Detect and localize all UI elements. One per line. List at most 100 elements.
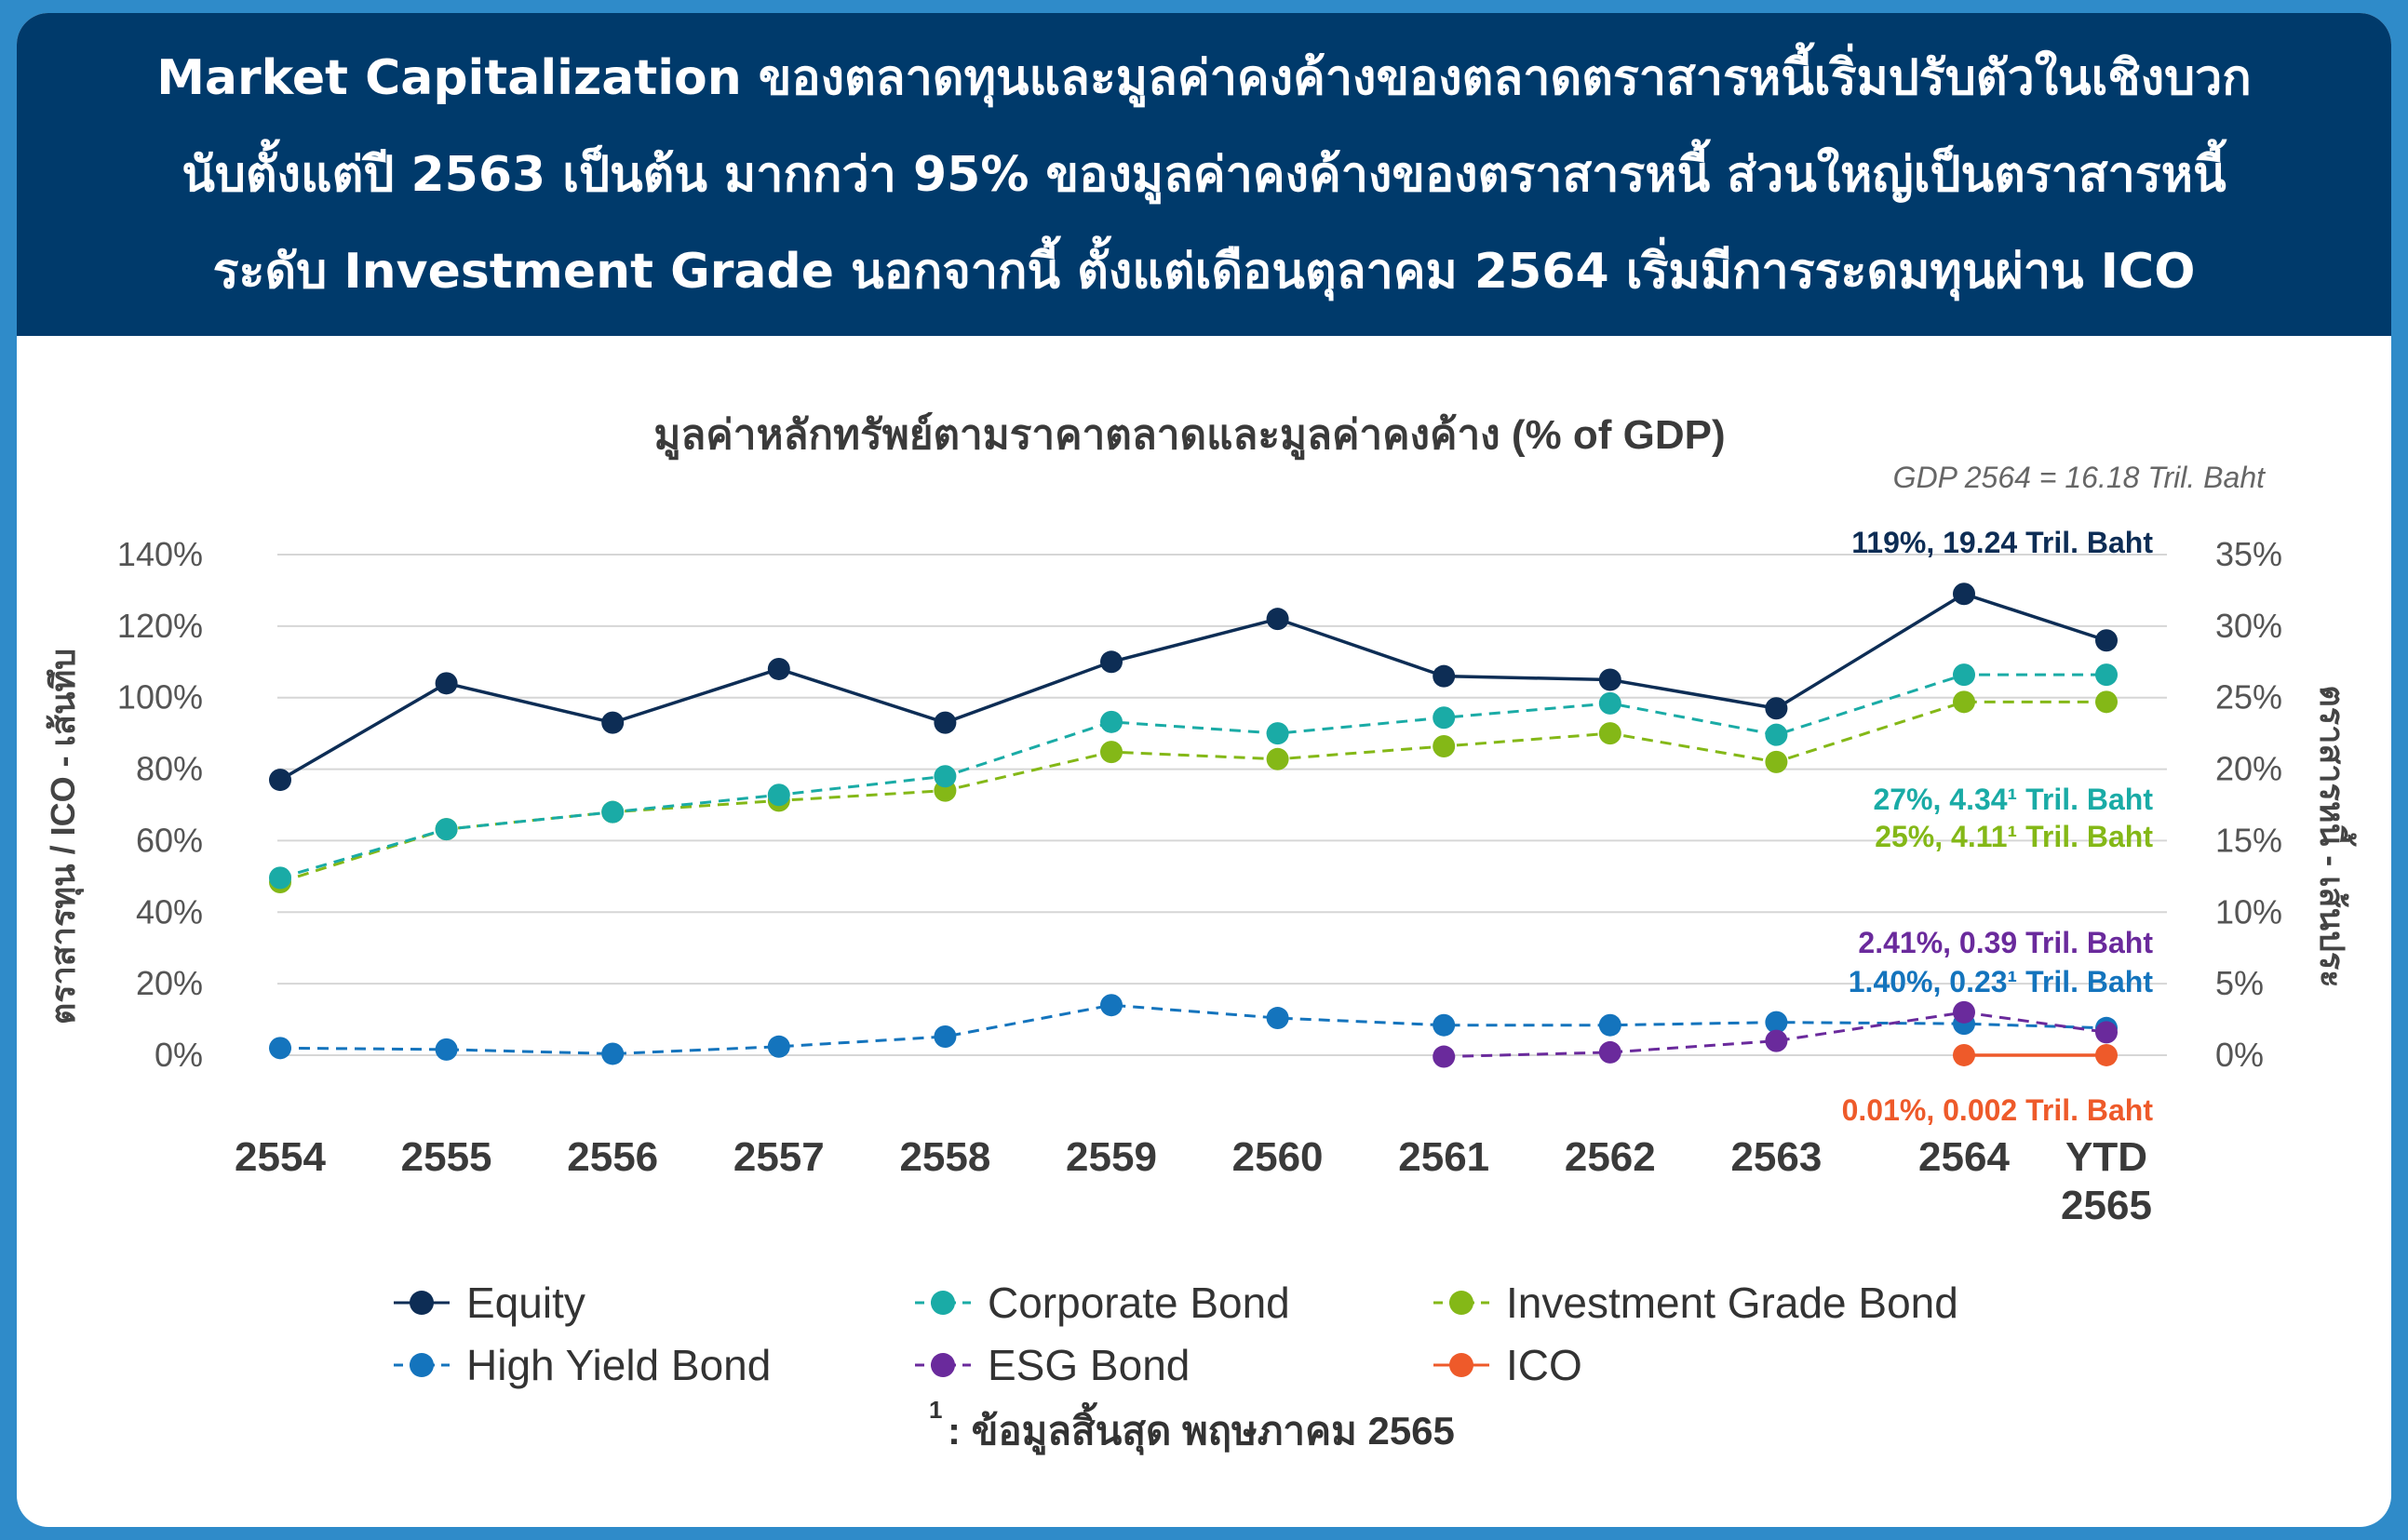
- data-point: [2095, 663, 2118, 687]
- headline-line-3: ระดับ Investment Grade นอกจากนี้ ตั้งแต่…: [212, 243, 2196, 300]
- data-point: [1266, 1007, 1289, 1030]
- data-point: [1100, 650, 1123, 674]
- x-tick-label: 2562: [1565, 1134, 1656, 1180]
- x-tick-label: 2560: [1232, 1134, 1324, 1180]
- legend-label: Equity: [466, 1279, 585, 1327]
- chart-title: มูลค่าหลักทรัพย์ตามราคาตลาดและมูลค่าคงค้…: [653, 411, 1725, 460]
- annotation-label: 0.01%, 0.002 Tril. Baht: [1842, 1093, 2154, 1127]
- data-point: [1100, 741, 1123, 764]
- y-right-tick-label: 25%: [2215, 678, 2282, 716]
- data-point: [767, 783, 790, 807]
- y-right-tick-label: 15%: [2215, 821, 2282, 859]
- data-point: [1598, 668, 1621, 691]
- data-point: [1433, 1045, 1456, 1068]
- y-left-tick-label: 100%: [117, 678, 203, 716]
- series-investment-grade-bond: [269, 690, 2118, 894]
- y-right-tick-label: 20%: [2215, 750, 2282, 788]
- legend-label: High Yield Bond: [466, 1341, 771, 1389]
- x-tick-label: 2563: [1730, 1134, 1822, 1180]
- data-point: [1953, 1000, 1975, 1024]
- x-tick-label: 2556: [567, 1134, 658, 1180]
- data-point: [2095, 629, 2118, 652]
- data-point: [269, 866, 291, 890]
- legend-item: High Yield Bond: [394, 1341, 771, 1389]
- data-point: [1765, 723, 1788, 746]
- footnote-mark: 1: [929, 1396, 942, 1424]
- data-point: [1433, 706, 1456, 730]
- data-point: [1953, 1043, 1975, 1066]
- data-point: [1598, 1040, 1621, 1064]
- data-point: [435, 672, 458, 695]
- series-equity: [269, 583, 2118, 792]
- legend-swatch-marker: [1449, 1291, 1473, 1315]
- series-esg-bond: [1433, 1000, 2118, 1068]
- annotation-label: 119%, 19.24 Tril. Baht: [1851, 526, 2153, 559]
- y-left-tick-label: 140%: [117, 535, 203, 573]
- data-point: [1953, 583, 1975, 606]
- data-point: [2095, 1043, 2118, 1066]
- data-point: [269, 1037, 291, 1060]
- gridlines: [277, 554, 2167, 1056]
- y-axis-left-label: ตราสารทุน / ICO - เส้นทึบ: [44, 649, 85, 1024]
- data-point: [1765, 1029, 1788, 1052]
- series-line: [279, 700, 2106, 884]
- y-left-tick-label: 40%: [136, 892, 203, 931]
- y-right-tick-label: 5%: [2215, 964, 2264, 1002]
- annotation-label: 27%, 4.34¹ Tril. Baht: [1873, 783, 2153, 816]
- x-tick-label: 2557: [733, 1134, 825, 1180]
- data-point: [601, 1042, 625, 1065]
- data-point: [1433, 734, 1456, 757]
- x-tick-label: 2559: [1066, 1134, 1157, 1180]
- y-right-tick-label: 10%: [2215, 892, 2282, 931]
- x-axis: 2554 2555 2556 2557 2558 2559 2560 2561 2562 2563…: [235, 1134, 2152, 1228]
- data-point: [1598, 691, 1621, 715]
- data-point: [601, 800, 625, 824]
- x-tick-label: 2564: [1918, 1134, 2010, 1180]
- data-point: [767, 657, 790, 680]
- data-point: [1266, 747, 1289, 770]
- legend-label: ICO: [1506, 1341, 1582, 1389]
- legend-label: Corporate Bond: [988, 1279, 1290, 1327]
- legend: Equity Corporate Bond Investment Grade Bon…: [394, 1279, 1958, 1389]
- data-point: [1765, 750, 1788, 773]
- data-point: [1598, 1013, 1621, 1037]
- y-right-tick-label: 35%: [2215, 535, 2282, 573]
- legend-item: Equity: [394, 1279, 585, 1327]
- data-point: [1433, 664, 1456, 688]
- chart-card: Market Capitalization ของตลาดทุนและมูลค่…: [17, 13, 2391, 1527]
- legend-swatch-marker: [931, 1353, 955, 1377]
- data-point: [269, 769, 291, 792]
- data-point: [1266, 608, 1289, 631]
- x-tick-label: 2561: [1398, 1134, 1489, 1180]
- x-tick-label: 2558: [899, 1134, 990, 1180]
- data-point: [934, 711, 957, 734]
- data-point: [2095, 690, 2118, 714]
- y-right-tick-label: 0%: [2215, 1036, 2264, 1074]
- x-tick-label: 2554: [235, 1134, 326, 1180]
- annotation-label: 2.41%, 0.39 Tril. Baht: [1858, 926, 2153, 959]
- y-left-tick-label: 120%: [117, 607, 203, 645]
- headline-line-2: นับตั้งแต่ปี 2563 เป็นต้น มากกว่า 95% ขอ…: [182, 146, 2226, 203]
- annotation-label: 25%, 4.11¹ Tril. Baht: [1875, 820, 2153, 853]
- series-group: [269, 583, 2118, 1068]
- annotation-label: 1.40%, 0.23¹ Tril. Baht: [1849, 965, 2154, 998]
- data-point: [1266, 722, 1289, 745]
- y-axis-right: 0% 5% 10% 15% 20% 25% 30% 35%: [2215, 535, 2282, 1074]
- series-corporate-bond: [269, 663, 2118, 890]
- y-left-tick-label: 20%: [136, 964, 203, 1002]
- data-point: [934, 765, 957, 788]
- chart-area: มูลค่าหลักทรัพย์ตามราคาตลาดและมูลค่าคงค้…: [44, 411, 2357, 1455]
- headline-line-1: Market Capitalization ของตลาดทุนและมูลค่…: [156, 49, 2252, 106]
- series-line: [279, 592, 2107, 782]
- chart-subtitle: GDP 2564 = 16.18 Tril. Baht: [1893, 461, 2266, 494]
- footnote-text: : ข้อมูลสิ้นสุด พฤษภาคม 2565: [948, 1401, 1455, 1455]
- data-point: [1433, 1013, 1456, 1037]
- legend-label: ESG Bond: [988, 1341, 1190, 1389]
- legend-swatch-marker: [931, 1291, 955, 1315]
- legend-swatch-marker: [410, 1291, 434, 1315]
- data-point: [1598, 722, 1621, 745]
- y-left-tick-label: 60%: [136, 821, 203, 859]
- legend-item: ESG Bond: [915, 1341, 1190, 1389]
- data-point: [435, 818, 458, 841]
- legend-swatch-marker: [410, 1353, 434, 1377]
